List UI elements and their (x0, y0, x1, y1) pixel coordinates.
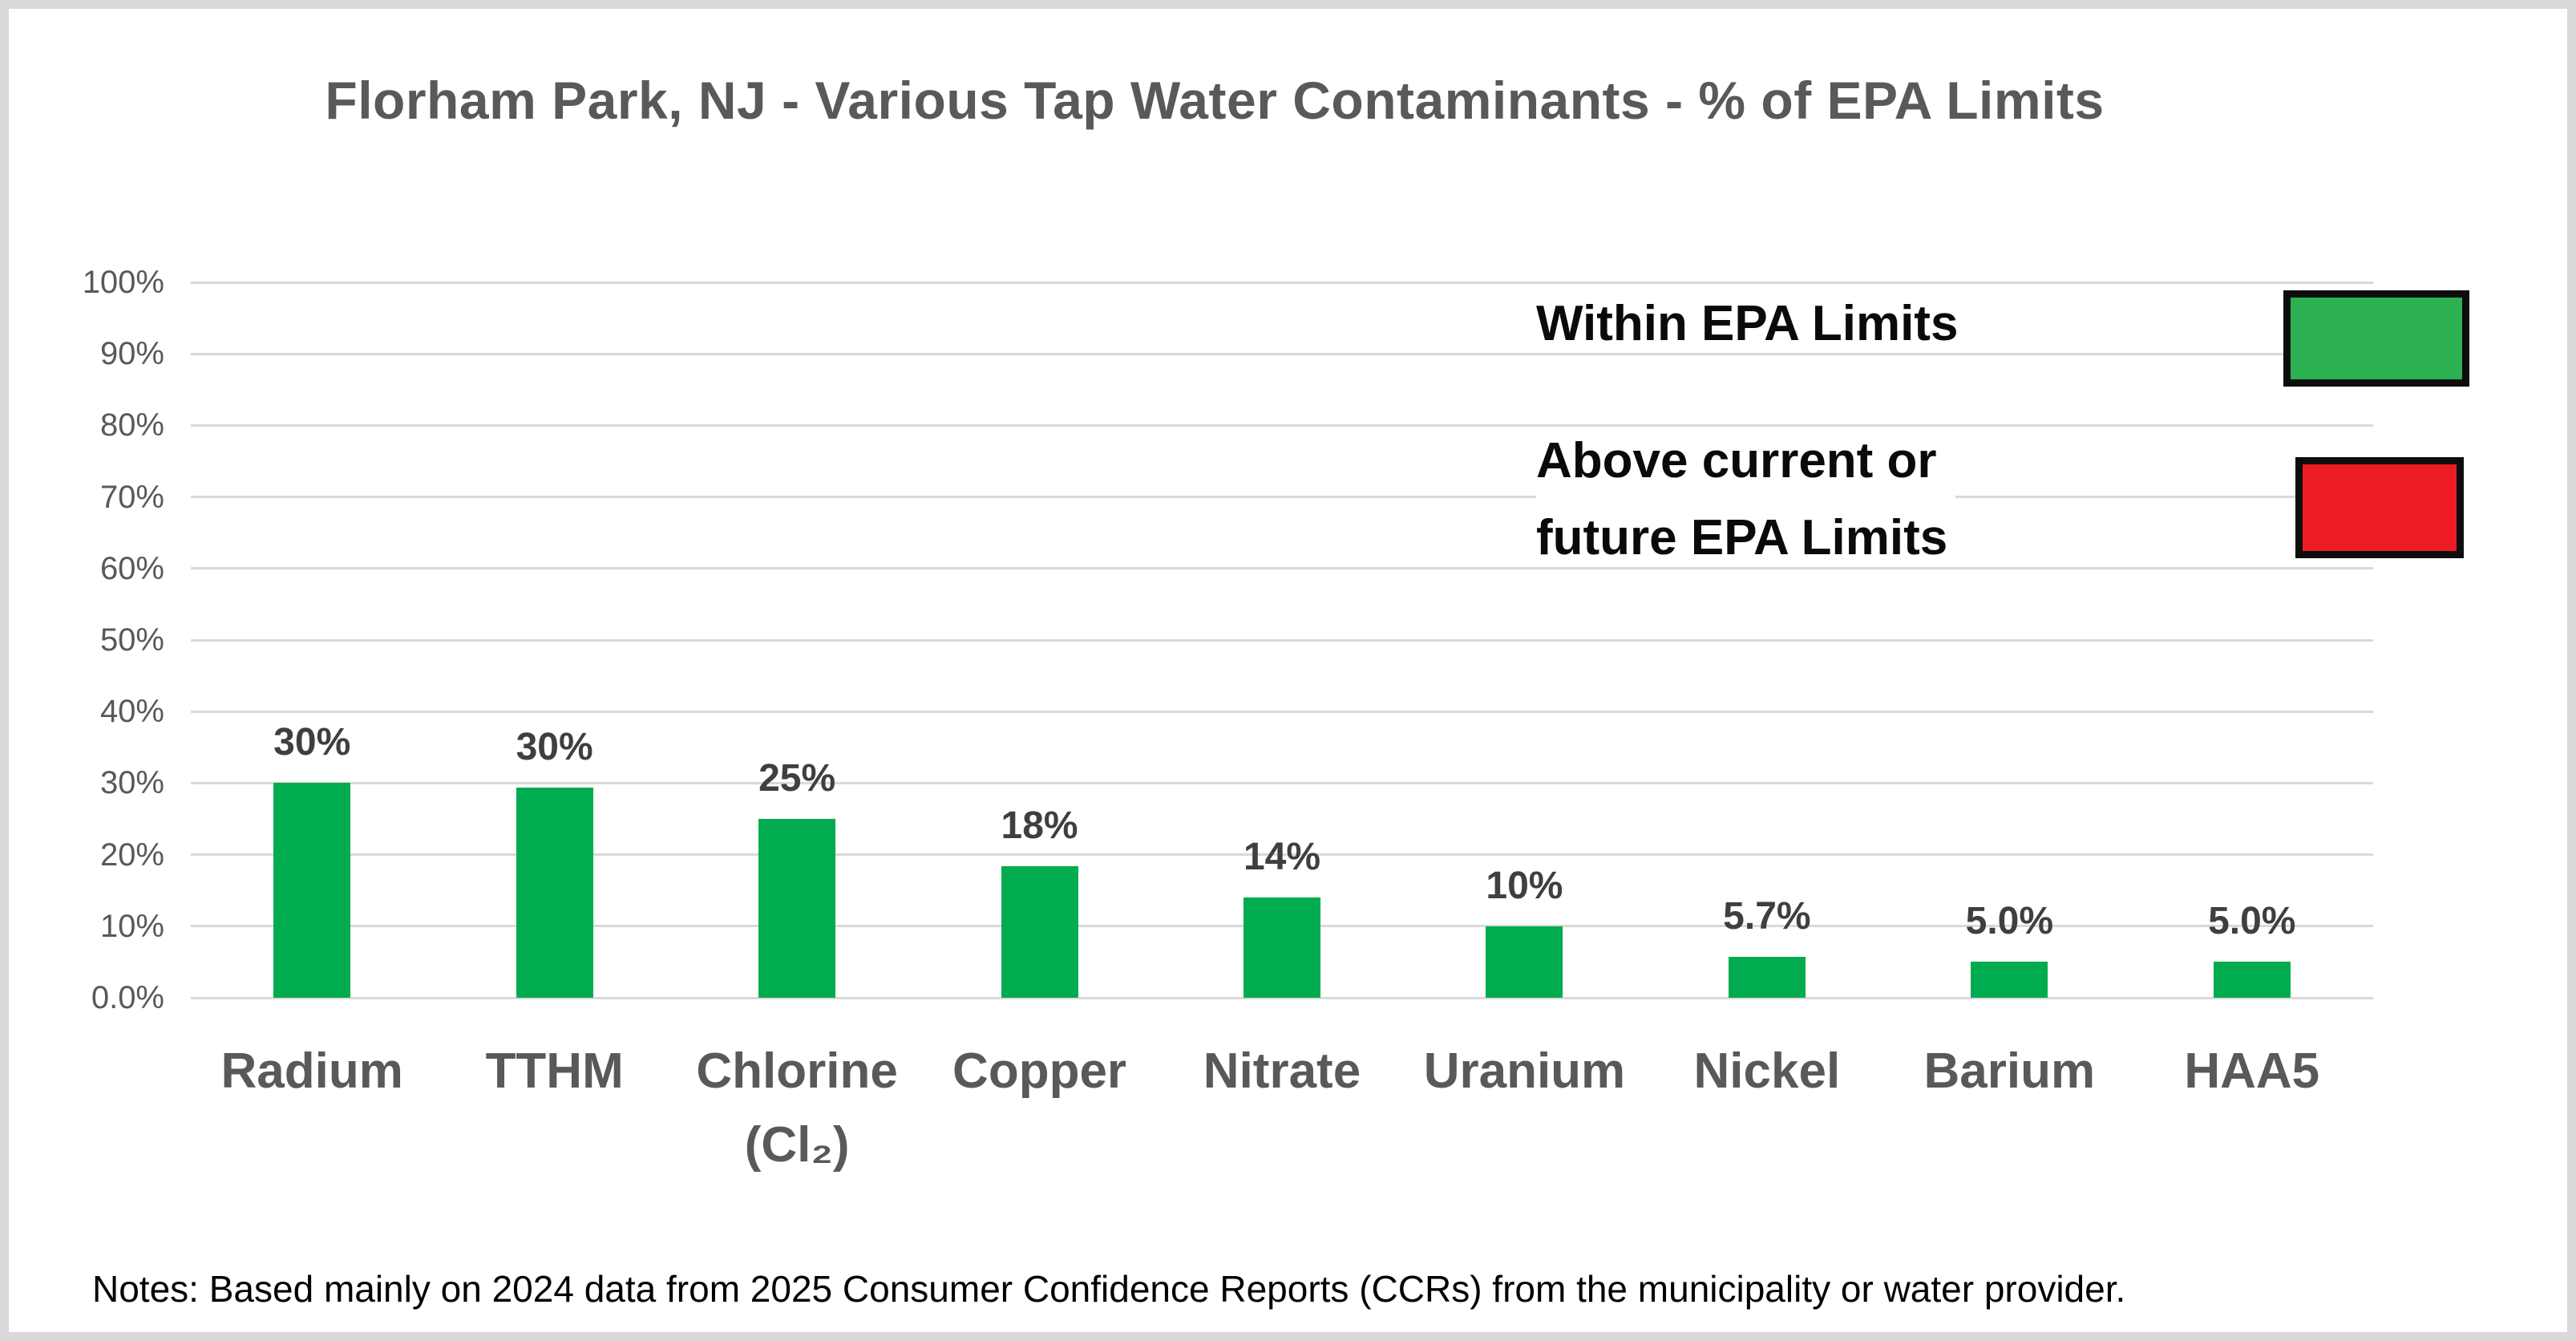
bar-tthm (516, 787, 593, 998)
bar-value-label-radium: 30% (273, 721, 351, 764)
gridline-20 (191, 853, 2373, 857)
category-label-line: Copper (952, 1043, 1127, 1099)
gridline-60 (191, 567, 2373, 570)
legend-swatch-above-epa-limits (2295, 457, 2464, 558)
y-axis-tick-80: 80% (99, 407, 164, 444)
bar-nickel (1728, 957, 1806, 998)
bar-copper (1001, 865, 1078, 998)
bar-radium (273, 783, 351, 998)
bar-haa5 (2213, 962, 2291, 998)
category-label-line: Nitrate (1203, 1043, 1361, 1099)
gridline-80 (191, 423, 2373, 427)
bar-value-label-chlorine-cl: 25% (758, 757, 836, 800)
category-label-nitrate: Nitrate (1122, 1035, 1442, 1108)
category-label-line: Chlorine (696, 1043, 898, 1099)
bar-value-label-haa5: 5.0% (2208, 900, 2296, 943)
category-label-copper: Copper (880, 1035, 1200, 1108)
gridline-30 (191, 781, 2373, 784)
category-label-uranium: Uranium (1364, 1035, 1684, 1108)
bar-value-label-nitrate: 14% (1243, 836, 1321, 879)
legend-label-above-epa-limits: Above current or future EPA Limits (1536, 433, 1956, 566)
gridline-100 (191, 281, 2373, 284)
y-axis-tick-30: 30% (99, 765, 164, 801)
category-label-chlorine-cl: Chlorine (Cl₂) (637, 1035, 957, 1182)
gridline-70 (191, 496, 2373, 499)
bar-value-label-nickel: 5.7% (1723, 895, 1811, 938)
bar-value-label-tthm: 30% (516, 725, 593, 768)
y-axis-tick-10: 10% (99, 908, 164, 944)
y-axis-tick-50: 50% (99, 622, 164, 658)
category-label-line: Nickel (1693, 1043, 1841, 1099)
category-label-line: HAA5 (2184, 1043, 2320, 1099)
category-label-barium: Barium (1849, 1035, 2170, 1108)
category-label-line: Radium (220, 1043, 403, 1099)
gridline-40 (191, 710, 2373, 713)
category-label-line: TTHM (485, 1043, 624, 1099)
bar-barium (1971, 962, 2048, 998)
bar-value-label-copper: 18% (1001, 804, 1078, 847)
category-label-line: Uranium (1423, 1043, 1626, 1099)
category-label-line: (Cl₂) (744, 1117, 850, 1173)
legend-label-line: future EPA Limits (1536, 510, 1948, 565)
bar-value-label-barium: 5.0% (1965, 900, 2054, 943)
y-axis-tick-70: 70% (99, 479, 164, 515)
bar-nitrate (1244, 897, 1320, 998)
y-axis-tick-20: 20% (99, 837, 164, 873)
y-axis-tick-90: 90% (99, 336, 164, 372)
bar-value-label-uranium: 10% (1486, 864, 1563, 907)
bar-chlorine-cl (758, 819, 836, 998)
bar-uranium (1486, 926, 1563, 998)
gridline-0-0 (191, 996, 2373, 999)
category-label-haa5: HAA5 (2092, 1035, 2412, 1108)
category-label-nickel: Nickel (1607, 1035, 1927, 1108)
category-label-line: Barium (1923, 1043, 2096, 1099)
legend-swatch-within-epa-limits (2283, 290, 2469, 387)
gridline-90 (191, 352, 2373, 355)
y-axis-tick-40: 40% (99, 694, 164, 730)
y-axis-tick-100: 100% (82, 265, 164, 300)
y-axis-tick-60: 60% (99, 550, 164, 586)
notes-text: Notes: Based mainly on 2024 data from 20… (92, 1268, 2126, 1310)
y-axis-tick-0-0: 0.0% (91, 980, 164, 1015)
gridline-50 (191, 638, 2373, 642)
category-label-tthm: TTHM (394, 1035, 715, 1108)
category-label-radium: Radium (152, 1035, 472, 1108)
legend-label-line: Above current or (1536, 433, 1937, 488)
legend-label-within-epa-limits: Within EPA Limits (1536, 296, 1967, 352)
chart-title: Florham Park, NJ - Various Tap Water Con… (325, 71, 2105, 130)
legend-label-line: Within EPA Limits (1536, 296, 1959, 351)
